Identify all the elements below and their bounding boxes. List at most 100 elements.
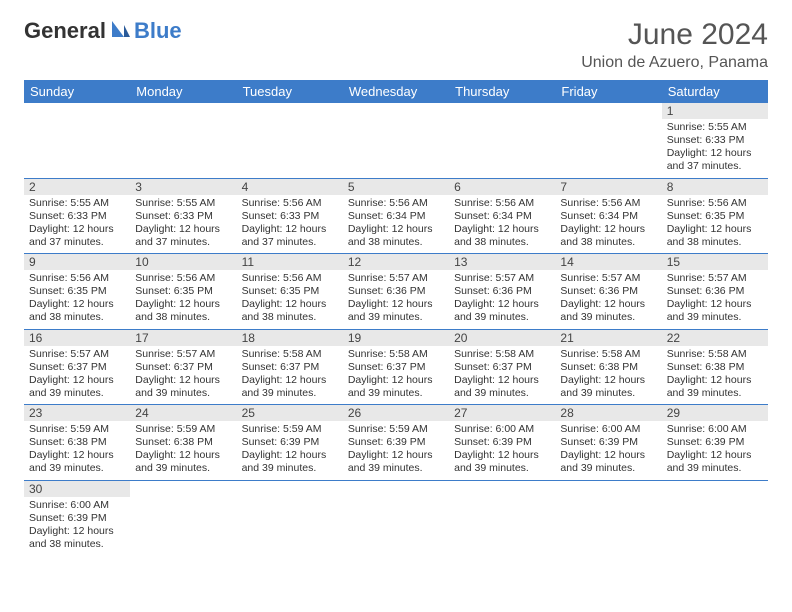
sunset-line: Sunset: 6:39 PM: [242, 436, 338, 449]
day-number: 26: [343, 405, 449, 421]
day-number: 29: [662, 405, 768, 421]
calendar-cell: [449, 480, 555, 555]
daylight-line: Daylight: 12 hours and 38 minutes.: [454, 223, 550, 249]
weekday-header: Wednesday: [343, 80, 449, 103]
calendar-cell: [343, 103, 449, 178]
day-number: 19: [343, 330, 449, 346]
day-number: 8: [662, 179, 768, 195]
sunrise-line: Sunrise: 5:56 AM: [242, 272, 338, 285]
daylight-line: Daylight: 12 hours and 38 minutes.: [242, 298, 338, 324]
sunset-line: Sunset: 6:37 PM: [29, 361, 125, 374]
calendar-cell: 13Sunrise: 5:57 AMSunset: 6:36 PMDayligh…: [449, 254, 555, 330]
day-details: Sunrise: 5:55 AMSunset: 6:33 PMDaylight:…: [130, 195, 236, 254]
sunset-line: Sunset: 6:38 PM: [135, 436, 231, 449]
calendar-cell: 6Sunrise: 5:56 AMSunset: 6:34 PMDaylight…: [449, 178, 555, 254]
day-details: Sunrise: 5:56 AMSunset: 6:35 PMDaylight:…: [130, 270, 236, 329]
day-details: Sunrise: 5:59 AMSunset: 6:38 PMDaylight:…: [24, 421, 130, 480]
daylight-line: Daylight: 12 hours and 37 minutes.: [135, 223, 231, 249]
day-number: 23: [24, 405, 130, 421]
day-number: 16: [24, 330, 130, 346]
sunset-line: Sunset: 6:34 PM: [454, 210, 550, 223]
day-details: Sunrise: 5:58 AMSunset: 6:37 PMDaylight:…: [449, 346, 555, 405]
daylight-line: Daylight: 12 hours and 37 minutes.: [29, 223, 125, 249]
daylight-line: Daylight: 12 hours and 39 minutes.: [348, 298, 444, 324]
header: General Blue June 2024 Union de Azuero, …: [24, 18, 768, 72]
calendar-cell: 20Sunrise: 5:58 AMSunset: 6:37 PMDayligh…: [449, 329, 555, 405]
day-number: 14: [555, 254, 661, 270]
calendar-cell: 24Sunrise: 5:59 AMSunset: 6:38 PMDayligh…: [130, 405, 236, 481]
day-number: 22: [662, 330, 768, 346]
calendar-cell: [237, 480, 343, 555]
sunset-line: Sunset: 6:35 PM: [29, 285, 125, 298]
daylight-line: Daylight: 12 hours and 39 minutes.: [29, 449, 125, 475]
weekday-header: Sunday: [24, 80, 130, 103]
calendar-cell: 14Sunrise: 5:57 AMSunset: 6:36 PMDayligh…: [555, 254, 661, 330]
sunset-line: Sunset: 6:37 PM: [135, 361, 231, 374]
day-number: 3: [130, 179, 236, 195]
calendar-cell: 2Sunrise: 5:55 AMSunset: 6:33 PMDaylight…: [24, 178, 130, 254]
day-details: Sunrise: 6:00 AMSunset: 6:39 PMDaylight:…: [24, 497, 130, 556]
daylight-line: Daylight: 12 hours and 39 minutes.: [454, 298, 550, 324]
sunset-line: Sunset: 6:35 PM: [667, 210, 763, 223]
calendar-cell: 7Sunrise: 5:56 AMSunset: 6:34 PMDaylight…: [555, 178, 661, 254]
day-number: 30: [24, 481, 130, 497]
sunset-line: Sunset: 6:38 PM: [667, 361, 763, 374]
sunset-line: Sunset: 6:36 PM: [348, 285, 444, 298]
day-details: Sunrise: 5:58 AMSunset: 6:37 PMDaylight:…: [237, 346, 343, 405]
sunset-line: Sunset: 6:39 PM: [560, 436, 656, 449]
calendar-cell: [555, 480, 661, 555]
daylight-line: Daylight: 12 hours and 39 minutes.: [454, 374, 550, 400]
sunset-line: Sunset: 6:36 PM: [560, 285, 656, 298]
sunrise-line: Sunrise: 5:55 AM: [135, 197, 231, 210]
sunset-line: Sunset: 6:38 PM: [560, 361, 656, 374]
calendar-cell: 29Sunrise: 6:00 AMSunset: 6:39 PMDayligh…: [662, 405, 768, 481]
day-number: 5: [343, 179, 449, 195]
sunrise-line: Sunrise: 5:59 AM: [135, 423, 231, 436]
calendar-cell: 27Sunrise: 6:00 AMSunset: 6:39 PMDayligh…: [449, 405, 555, 481]
sunset-line: Sunset: 6:33 PM: [667, 134, 763, 147]
calendar-cell: 30Sunrise: 6:00 AMSunset: 6:39 PMDayligh…: [24, 480, 130, 555]
sunrise-line: Sunrise: 5:56 AM: [135, 272, 231, 285]
day-number: 17: [130, 330, 236, 346]
logo-sail-icon: [110, 19, 132, 44]
sunrise-line: Sunrise: 5:55 AM: [667, 121, 763, 134]
daylight-line: Daylight: 12 hours and 38 minutes.: [135, 298, 231, 324]
daylight-line: Daylight: 12 hours and 39 minutes.: [29, 374, 125, 400]
sunrise-line: Sunrise: 5:58 AM: [667, 348, 763, 361]
day-details: Sunrise: 5:57 AMSunset: 6:36 PMDaylight:…: [449, 270, 555, 329]
day-number: 1: [662, 103, 768, 119]
weekday-header: Friday: [555, 80, 661, 103]
calendar-cell: 3Sunrise: 5:55 AMSunset: 6:33 PMDaylight…: [130, 178, 236, 254]
calendar-cell: [662, 480, 768, 555]
calendar-cell: [130, 103, 236, 178]
day-number: 13: [449, 254, 555, 270]
title-block: June 2024 Union de Azuero, Panama: [581, 18, 768, 72]
calendar-row: 9Sunrise: 5:56 AMSunset: 6:35 PMDaylight…: [24, 254, 768, 330]
daylight-line: Daylight: 12 hours and 39 minutes.: [560, 374, 656, 400]
sunrise-line: Sunrise: 5:56 AM: [29, 272, 125, 285]
day-number: 2: [24, 179, 130, 195]
daylight-line: Daylight: 12 hours and 38 minutes.: [29, 525, 125, 551]
calendar-row: 16Sunrise: 5:57 AMSunset: 6:37 PMDayligh…: [24, 329, 768, 405]
calendar-cell: 17Sunrise: 5:57 AMSunset: 6:37 PMDayligh…: [130, 329, 236, 405]
sunrise-line: Sunrise: 5:57 AM: [454, 272, 550, 285]
daylight-line: Daylight: 12 hours and 38 minutes.: [560, 223, 656, 249]
day-number: 15: [662, 254, 768, 270]
day-number: 4: [237, 179, 343, 195]
day-details: Sunrise: 5:55 AMSunset: 6:33 PMDaylight:…: [24, 195, 130, 254]
sunset-line: Sunset: 6:36 PM: [454, 285, 550, 298]
calendar-cell: 12Sunrise: 5:57 AMSunset: 6:36 PMDayligh…: [343, 254, 449, 330]
sunset-line: Sunset: 6:38 PM: [29, 436, 125, 449]
sunrise-line: Sunrise: 6:00 AM: [29, 499, 125, 512]
daylight-line: Daylight: 12 hours and 39 minutes.: [135, 374, 231, 400]
calendar-cell: [555, 103, 661, 178]
calendar-cell: 10Sunrise: 5:56 AMSunset: 6:35 PMDayligh…: [130, 254, 236, 330]
calendar-cell: 16Sunrise: 5:57 AMSunset: 6:37 PMDayligh…: [24, 329, 130, 405]
day-details: Sunrise: 5:58 AMSunset: 6:38 PMDaylight:…: [662, 346, 768, 405]
sunrise-line: Sunrise: 5:58 AM: [348, 348, 444, 361]
day-details: Sunrise: 5:56 AMSunset: 6:35 PMDaylight:…: [662, 195, 768, 254]
sunrise-line: Sunrise: 6:00 AM: [454, 423, 550, 436]
day-details: Sunrise: 5:59 AMSunset: 6:38 PMDaylight:…: [130, 421, 236, 480]
sunset-line: Sunset: 6:37 PM: [348, 361, 444, 374]
calendar-cell: 28Sunrise: 6:00 AMSunset: 6:39 PMDayligh…: [555, 405, 661, 481]
